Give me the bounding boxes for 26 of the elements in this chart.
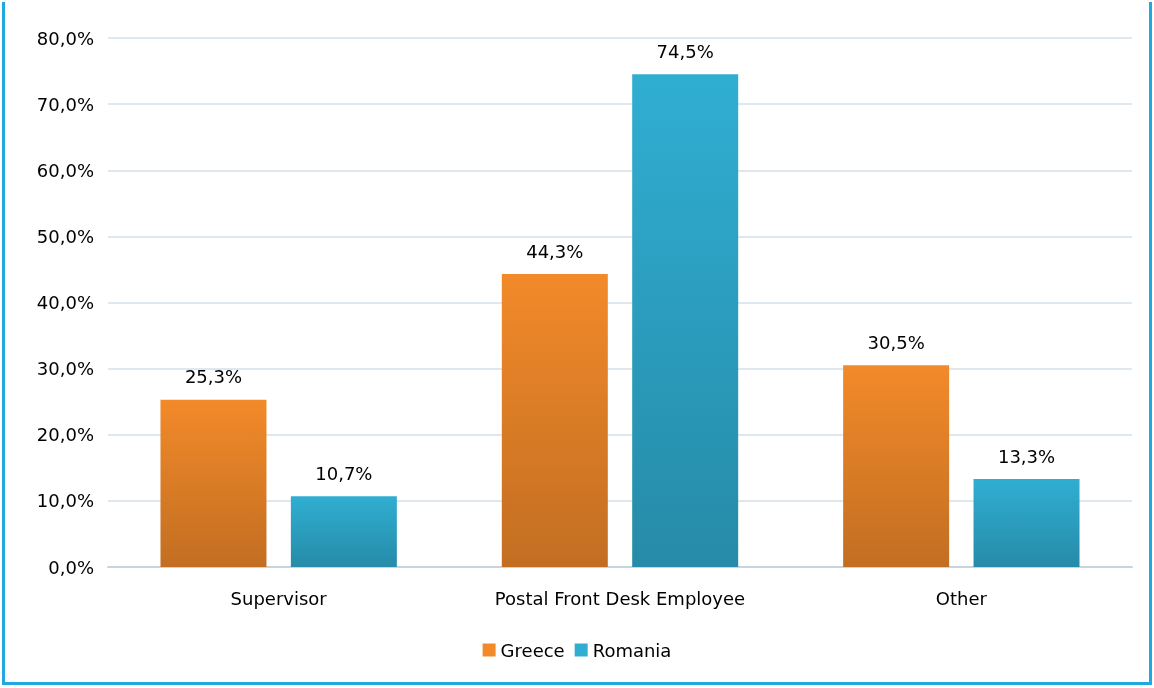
- bar: [843, 365, 950, 567]
- data-label: 13,3%: [997, 445, 1056, 467]
- y-tick-label: 50,0%: [36, 225, 94, 247]
- bar: [160, 399, 267, 567]
- legend-label: Greece: [500, 639, 565, 661]
- legend-label: Romania: [592, 639, 672, 661]
- bar: [290, 496, 397, 567]
- data-label: 74,5%: [656, 40, 714, 62]
- y-tick-label: 40,0%: [36, 292, 94, 313]
- y-tick-label: 80,0%: [36, 27, 94, 49]
- y-tick-label: 20,0%: [36, 424, 94, 446]
- y-tick-label: 70,0%: [36, 93, 94, 115]
- x-tick-label: Other: [935, 587, 988, 609]
- data-label: 10,7%: [315, 462, 373, 484]
- bar: [973, 479, 1080, 567]
- data-label: 30,5%: [867, 331, 925, 353]
- data-label: 44,3%: [526, 240, 584, 262]
- y-tick-label: 30,0%: [36, 358, 94, 380]
- y-tick-label: 10,0%: [36, 490, 94, 512]
- data-label: 25,3%: [184, 366, 243, 388]
- bar: [501, 274, 608, 567]
- x-tick-label: Supervisor: [230, 587, 328, 609]
- y-tick-label: 0,0%: [48, 556, 94, 578]
- bar: [632, 74, 739, 567]
- y-tick-label: 60,0%: [36, 159, 94, 181]
- x-tick-label: Postal Front Desk Employee: [494, 587, 746, 609]
